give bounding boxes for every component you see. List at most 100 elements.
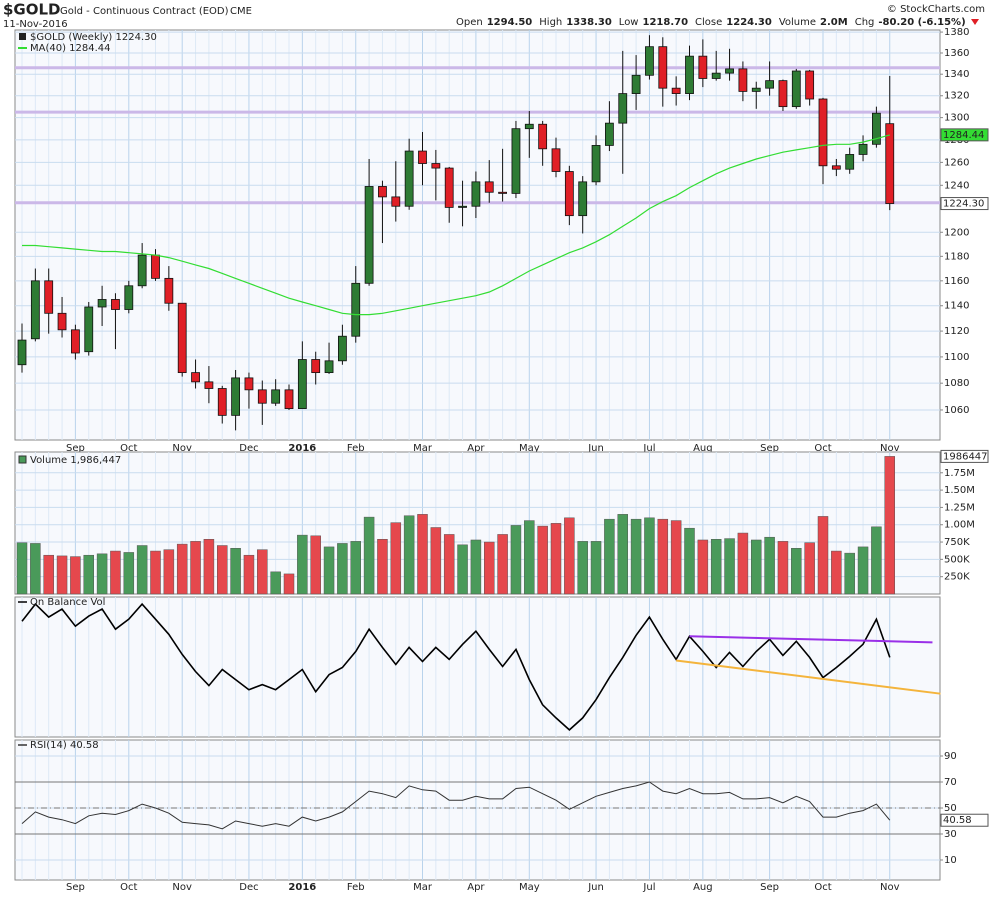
indicator-line [21, 781, 891, 830]
candle-body [658, 46, 668, 89]
x-tick-label: Oct [120, 443, 137, 454]
candle-body [284, 389, 294, 410]
volume-bar [657, 518, 669, 595]
candle-body [311, 359, 321, 374]
candle-body [791, 70, 801, 108]
candle-body [257, 389, 267, 404]
volume-bar [377, 539, 388, 595]
date: 11-Nov-2016 [3, 19, 68, 30]
candle-body [551, 148, 561, 172]
volume-bar [644, 517, 655, 595]
volume-bar [163, 549, 175, 595]
candle-body [858, 143, 868, 155]
candle-body [17, 339, 27, 366]
panel-background [14, 739, 941, 881]
volume-bar [150, 550, 161, 595]
y-tick-label: 1160 [944, 276, 969, 287]
quote-value: 1294.50 [487, 17, 533, 28]
y-tick-label: 1300 [944, 113, 969, 124]
x-tick-label: Oct [814, 882, 831, 893]
volume-bar [804, 542, 815, 595]
volume-bar [176, 543, 188, 595]
candle-body [738, 68, 748, 92]
x-tick-label: Sep [66, 882, 85, 893]
x-tick-label: May [519, 882, 540, 893]
volume-bar [537, 525, 548, 595]
candle-body [151, 254, 160, 279]
volume-bar [297, 534, 308, 595]
candle-body [44, 280, 54, 314]
y-tick-label: 30 [944, 829, 957, 840]
x-tick-label: Apr [467, 443, 485, 454]
value-box [940, 449, 989, 463]
x-tick-label: Feb [347, 882, 365, 893]
y-tick-label: 1060 [944, 405, 969, 416]
candle-body [30, 280, 40, 340]
candle-body [97, 299, 107, 308]
quote-label: High [539, 17, 562, 28]
candle-body [765, 80, 774, 89]
volume-bar [497, 534, 508, 595]
volume-bar [136, 545, 148, 595]
candle-body [204, 381, 214, 389]
candle-body [337, 335, 347, 362]
candle-body [711, 72, 721, 79]
candle-body [484, 181, 494, 193]
candle-body [471, 181, 481, 207]
x-tick-label: Sep [66, 443, 85, 454]
y-tick-label: 1240 [944, 180, 969, 191]
x-tick-label: Aug [693, 882, 713, 893]
x-tick-label: Sep [760, 882, 779, 893]
x-tick-label: Dec [239, 443, 258, 454]
y-tick-label: 1.25M [944, 502, 975, 513]
candle-body [818, 98, 828, 167]
volume-bar [524, 520, 535, 595]
volume-bar [470, 539, 482, 595]
volume-bar [96, 553, 108, 595]
volume-bar [697, 539, 709, 595]
y-tick-label: 1260 [944, 157, 969, 168]
moving-average-line [22, 134, 890, 316]
candle-body [524, 123, 534, 130]
y-tick-label: 1100 [944, 352, 969, 363]
candle-body [631, 74, 641, 94]
candle-body [498, 191, 508, 194]
value-box [940, 813, 989, 827]
candle-body [605, 122, 614, 146]
quote-value: 1218.70 [643, 17, 689, 28]
y-tick-label: 1180 [944, 251, 969, 262]
candle-body [831, 165, 841, 170]
x-tick-label: 2016 [288, 443, 316, 454]
volume-bar [30, 543, 41, 595]
quote-line: Open 1294.50 High 1338.30 Low 1218.70 Close 122… [456, 17, 966, 28]
candle-body [297, 359, 307, 410]
quote-label: Open [456, 17, 483, 28]
candle-body [578, 181, 588, 217]
volume-bar [270, 571, 281, 595]
y-tick-label: 1320 [944, 91, 969, 102]
volume-bar [363, 516, 375, 595]
volume-bar [243, 554, 255, 595]
legend-swatch [18, 455, 27, 464]
y-tick-label: 250K [944, 572, 970, 583]
volume-bar [617, 514, 628, 595]
y-tick-label: 1380 [944, 27, 969, 38]
legend-swatch [19, 33, 26, 40]
x-tick-label: Oct [120, 882, 137, 893]
indicator-line [21, 602, 891, 731]
volume-bar [871, 526, 882, 595]
exchange: CME [230, 6, 252, 17]
candle-body [872, 112, 881, 145]
candle-body [177, 302, 187, 374]
description: Gold - Continuous Contract (EOD) [60, 6, 229, 17]
candle-body [364, 186, 374, 284]
last-value-label: 1284.44 [943, 130, 984, 141]
volume-bar [70, 556, 81, 595]
candle-body [351, 282, 361, 337]
y-tick-label: 1200 [944, 227, 969, 238]
candle-body [324, 360, 334, 374]
volume-bar [16, 542, 28, 595]
quote-label: Close [695, 17, 722, 28]
volume-bar [190, 541, 201, 595]
